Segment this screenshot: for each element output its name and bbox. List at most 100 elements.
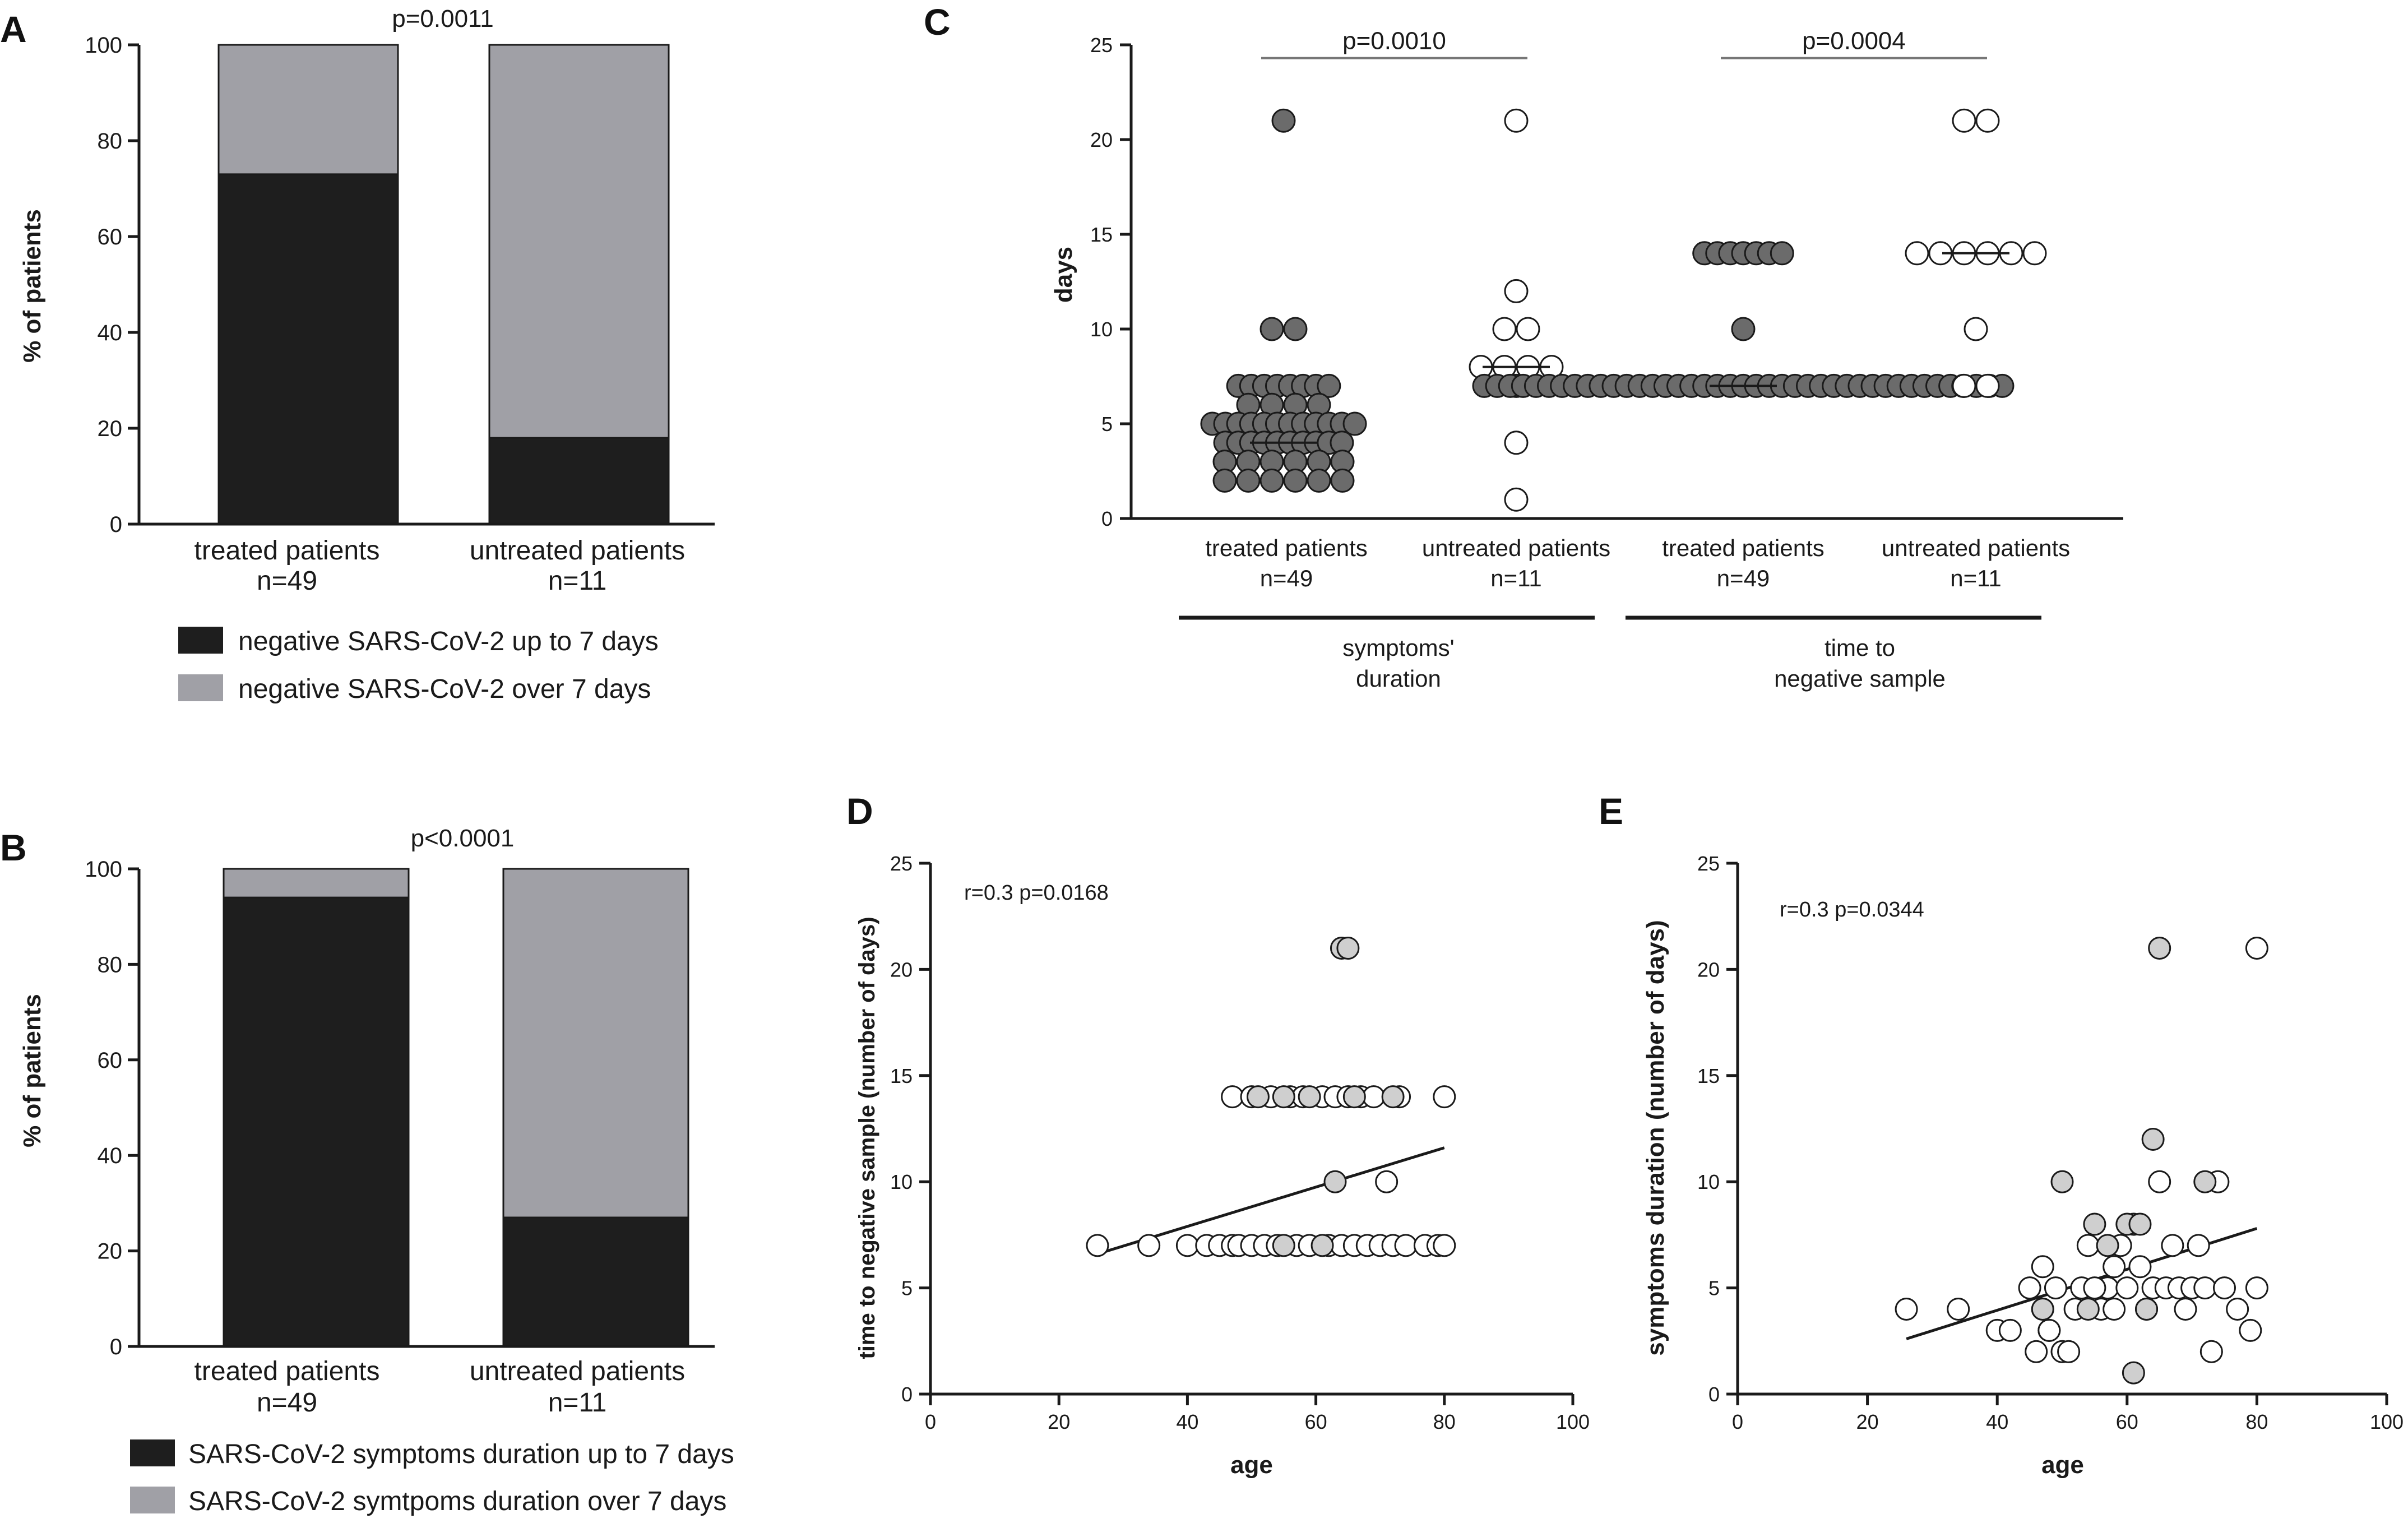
panel-e-annotation: r=0.3 p=0.0344 xyxy=(1780,898,1924,922)
data-point xyxy=(2031,1297,2054,1321)
y-tick-label: 20 xyxy=(1090,128,1113,151)
x-tick-label: 100 xyxy=(2370,1410,2404,1433)
data-point xyxy=(1952,108,1976,133)
y-tick-label: 25 xyxy=(1090,34,1113,57)
x-tick-label: 100 xyxy=(1556,1410,1590,1433)
panel-a-category-n: n=11 xyxy=(548,566,607,596)
data-point xyxy=(1086,1234,1109,1257)
data-point xyxy=(1492,317,1517,341)
panel-c-category-n: n=11 xyxy=(1490,565,1542,591)
panel-b-category-n: n=11 xyxy=(548,1388,607,1418)
data-point xyxy=(2161,1234,2184,1257)
panel-c-category-label: treated patients xyxy=(1662,535,1824,561)
panel-d-annotation: r=0.3 p=0.0168 xyxy=(964,881,1109,905)
panel-a: A p=0.0011 % of patients 0 20 40 60 80 100 tr… xyxy=(0,5,715,704)
panel-letter-a: A xyxy=(0,8,27,50)
y-tick-label: 25 xyxy=(1697,852,1720,875)
x-tick-label: 0 xyxy=(925,1410,936,1433)
y-tick-label: 25 xyxy=(890,852,913,875)
data-point xyxy=(2050,1170,2074,1193)
panel-c-category-n: n=49 xyxy=(1717,565,1770,591)
comparison-pvalue: p=0.0004 xyxy=(1802,27,1906,55)
y-tick-label: 40 xyxy=(98,321,123,345)
panel-e-x-axis-title: age xyxy=(2041,1451,2084,1479)
panel-e-y-axis-title: symptoms duration (number of days) xyxy=(1642,920,1669,1355)
panel-b-category-label: treated patients xyxy=(195,1357,380,1386)
panel-letter-c: C xyxy=(924,1,951,43)
data-point xyxy=(1433,1234,1456,1257)
panel-e: E symptoms duration (number of days) r=0… xyxy=(1599,790,2404,1479)
panel-c-category-n: n=11 xyxy=(1950,565,2002,591)
data-point xyxy=(2213,1276,2236,1300)
y-tick-label: 15 xyxy=(890,1064,913,1087)
data-point xyxy=(1175,1234,1199,1257)
panel-b-legend-label: SARS-CoV-2 symtpoms duration over 7 days xyxy=(188,1487,726,1516)
panel-c-category-label: untreated patients xyxy=(1422,535,1610,561)
data-point xyxy=(2128,1255,2152,1279)
data-point xyxy=(2076,1297,2100,1321)
y-tick-label: 80 xyxy=(98,952,123,977)
y-tick-label: 20 xyxy=(890,958,913,981)
bar-segment-grey xyxy=(217,44,399,175)
panel-d-y-axis-title: time to negative sample (number of days) xyxy=(855,916,879,1359)
data-point xyxy=(1317,373,1341,398)
data-point xyxy=(2245,1276,2268,1300)
bar-segment-grey xyxy=(502,868,689,1219)
data-point xyxy=(1394,1234,1418,1257)
data-point xyxy=(1310,1234,1334,1257)
x-tick-label: 40 xyxy=(1176,1410,1198,1433)
panel-b-legend-label: SARS-CoV-2 symptoms duration up to 7 day… xyxy=(188,1439,734,1469)
data-point xyxy=(2199,1340,2223,1363)
bar-segment-black xyxy=(502,1216,689,1348)
bar-segment-grey xyxy=(488,44,670,439)
data-point xyxy=(2103,1255,2126,1279)
panel-a-legend-swatch-black xyxy=(178,627,223,654)
x-tick-label: 20 xyxy=(1856,1410,1879,1433)
y-tick-label: 10 xyxy=(890,1170,913,1193)
panel-c-category-n: n=49 xyxy=(1260,565,1313,591)
x-tick-label: 80 xyxy=(1433,1410,1456,1433)
y-tick-label: 10 xyxy=(1090,318,1113,341)
data-point xyxy=(1504,487,1529,512)
data-point xyxy=(2096,1234,2119,1257)
data-point xyxy=(2148,937,2171,960)
data-point xyxy=(2128,1212,2152,1236)
data-point xyxy=(1272,1234,1295,1257)
data-point xyxy=(2115,1276,2139,1300)
panel-letter-b: B xyxy=(0,827,27,868)
panel-a-category-label: treated patients xyxy=(195,536,380,566)
panel-letter-e: E xyxy=(1599,790,1623,832)
panel-b-pvalue: p<0.0001 xyxy=(411,825,515,852)
panel-b-legend-swatch-black xyxy=(130,1439,175,1466)
panel-b: B p<0.0001 % of patients 0 20 40 60 80 100 tr… xyxy=(0,825,734,1516)
y-tick-label: 0 xyxy=(110,1335,122,1359)
y-tick-label: 5 xyxy=(1101,413,1113,436)
y-tick-label: 60 xyxy=(98,1048,123,1073)
data-point xyxy=(2141,1127,2165,1151)
data-point xyxy=(1905,241,1929,266)
panel-c-category-label: untreated patients xyxy=(1882,535,2070,561)
panel-c: C days 0 5 10 15 20 25 p=0.0010 p=0.0004 treat… xyxy=(924,1,2123,692)
bar-segment-black xyxy=(223,896,410,1348)
y-tick-label: 80 xyxy=(98,129,123,154)
y-tick-label: 0 xyxy=(1101,507,1113,530)
data-point xyxy=(1342,411,1367,436)
data-point xyxy=(2031,1255,2054,1279)
panel-c-group-label: negative sample xyxy=(1774,665,1946,692)
panel-c-group-label: time to xyxy=(1824,635,1895,661)
panel-a-legend-label: negative SARS-CoV-2 over 7 days xyxy=(238,674,651,704)
data-point xyxy=(2018,1276,2041,1300)
data-point xyxy=(2057,1340,2081,1363)
panel-d: D time to negative sample (number of day… xyxy=(846,790,1590,1479)
panel-a-pvalue: p=0.0011 xyxy=(392,5,493,33)
data-point xyxy=(1323,1170,1347,1193)
data-point xyxy=(1298,1085,1321,1109)
y-tick-label: 0 xyxy=(1708,1383,1720,1406)
panel-a-category-n: n=49 xyxy=(257,566,317,596)
x-tick-label: 40 xyxy=(1986,1410,2008,1433)
bar-segment-black xyxy=(488,437,670,525)
data-point xyxy=(1283,468,1308,493)
data-point xyxy=(2076,1234,2100,1257)
data-point xyxy=(1381,1085,1405,1109)
data-point xyxy=(1271,108,1296,133)
